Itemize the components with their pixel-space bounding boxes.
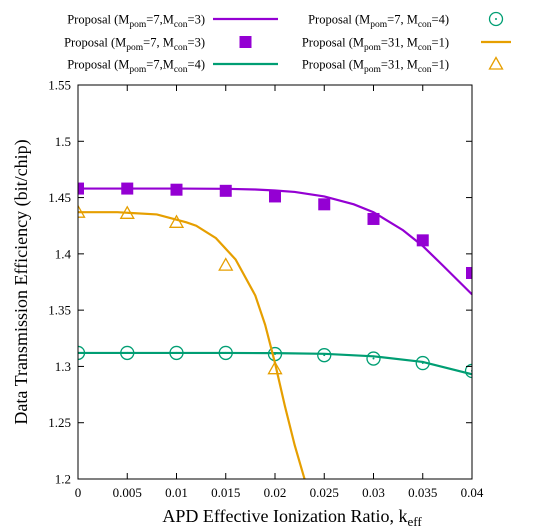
data-point — [120, 345, 135, 361]
data-point — [170, 183, 183, 196]
data-point — [269, 190, 281, 203]
y-tick-label: 1.3 — [55, 359, 71, 374]
series-5 — [78, 204, 283, 375]
series-3 — [78, 345, 472, 379]
y-axis-title: Data Transmission Efficiency (bit/chip) — [11, 139, 32, 424]
legend-label: Proposal (Mpom=31, Mcon=1) — [302, 36, 449, 54]
data-point — [169, 345, 184, 361]
legend-marker-sample — [239, 36, 252, 48]
legend-label: Proposal (Mpom=7,Mcon=4) — [67, 58, 205, 76]
y-tick-label: 1.55 — [48, 78, 71, 93]
axes: 0 0.005 0.01 0.015 0.02 0.025 0.03 0.035 0.04 1.2… — [48, 78, 484, 501]
x-tick-label: 0.03 — [362, 485, 385, 500]
legend-label: Proposal (Mpom=7, Mcon=4) — [308, 13, 449, 31]
data-point — [367, 212, 380, 225]
data-point — [218, 257, 234, 271]
data-point — [267, 360, 283, 375]
data-point — [415, 355, 430, 371]
x-tick-label: 0 — [75, 485, 82, 500]
legend-label: Proposal (Mpom=31, Mcon=1) — [302, 58, 449, 76]
legend-marker-sample — [488, 56, 504, 70]
data-point — [416, 234, 429, 247]
x-tick-label: 0.015 — [211, 485, 240, 500]
data-point — [317, 348, 332, 363]
x-tick-label: 0.04 — [461, 485, 484, 500]
data-point — [78, 204, 86, 218]
y-tick-label: 1.35 — [48, 303, 71, 318]
legend: Proposal (Mpom=7,Mcon=3) Proposal (Mpom=7… — [64, 11, 511, 76]
x-axis-title: APD Effective Ionization Ratio, keff — [162, 506, 422, 529]
series-line — [78, 211, 306, 479]
y-tick-label: 1.25 — [48, 415, 71, 430]
legend-marker-sample — [488, 11, 504, 27]
data-point — [466, 266, 472, 279]
legend-label: Proposal (Mpom=7, Mcon=3) — [64, 36, 205, 54]
x-tick-label: 0.035 — [408, 485, 437, 500]
data-point — [366, 351, 381, 366]
x-tick-label: 0.02 — [264, 485, 287, 500]
legend-label: Proposal (Mpom=7,Mcon=3) — [67, 13, 205, 31]
data-point — [168, 214, 185, 228]
data-point — [121, 182, 134, 195]
data-point — [119, 205, 135, 219]
y-tick-label: 1.5 — [55, 134, 71, 149]
series-1 — [78, 182, 472, 279]
x-tick-label: 0.025 — [310, 485, 339, 500]
plot-area — [78, 182, 472, 479]
data-point — [318, 198, 331, 211]
data-point — [218, 345, 233, 361]
series-4 — [78, 211, 306, 479]
x-tick-label: 0.005 — [113, 485, 142, 500]
y-tick-label: 1.4 — [55, 246, 72, 261]
y-tick-label: 1.2 — [55, 472, 71, 487]
data-point — [219, 184, 232, 197]
x-tick-label: 0.01 — [165, 485, 188, 500]
data-point — [78, 182, 84, 195]
y-tick-label: 1.45 — [48, 190, 71, 205]
